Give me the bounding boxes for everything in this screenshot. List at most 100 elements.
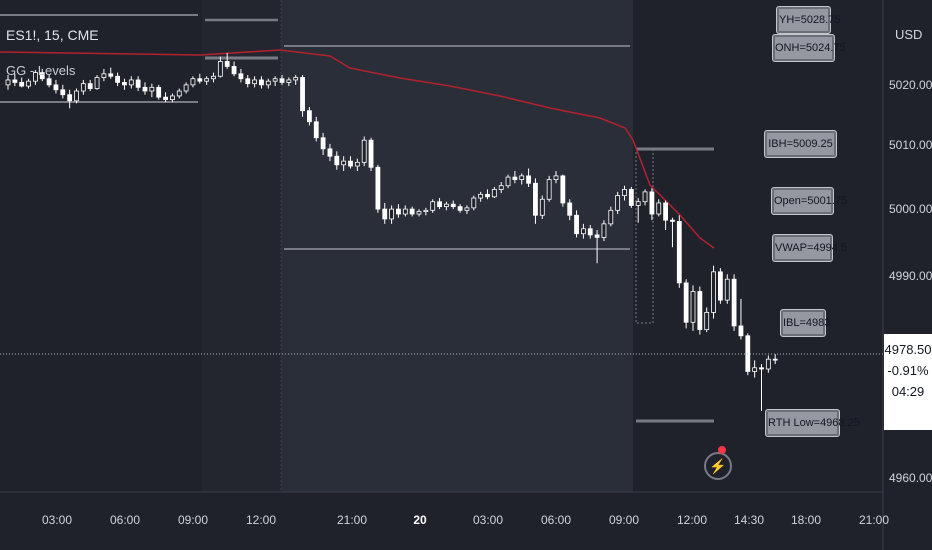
candle-body (190, 78, 196, 86)
level-label-rth-low[interactable]: RTH Low=4968.25 (765, 409, 860, 437)
candle-body (752, 367, 758, 372)
candle-body (416, 211, 422, 215)
candle-body (348, 160, 353, 167)
candle-body (156, 86, 162, 98)
candle-body (608, 209, 614, 225)
candle-body (533, 182, 538, 216)
candle-body (724, 278, 730, 301)
candle-body (142, 86, 148, 92)
candle-body (683, 282, 689, 323)
candle-body (663, 202, 668, 221)
candle-body (46, 78, 52, 86)
candle-body (574, 214, 579, 235)
currency-label[interactable]: USD (895, 27, 923, 42)
level-label-open[interactable]: Open=5001.75 (771, 187, 847, 215)
candle-body (615, 195, 621, 211)
candle-body (19, 82, 25, 87)
candle-body (697, 291, 703, 331)
candle-body (505, 176, 511, 187)
time-tick: 21:00 (858, 513, 890, 527)
vwap-line (0, 49, 715, 249)
candle-body (526, 175, 531, 184)
candle-body (149, 86, 155, 92)
candle-body (402, 208, 408, 215)
candle-body (313, 121, 319, 139)
candle-body (74, 90, 79, 102)
candle-body (39, 72, 45, 80)
time-tick: 06:00 (540, 513, 572, 527)
current-price-badge: 4978.50 -0.91% 04:29 (884, 334, 932, 430)
candle-body (327, 148, 333, 157)
price-tick: 5020.00 (889, 78, 932, 92)
candle-body (464, 207, 470, 211)
candle-body (128, 79, 134, 86)
level-label-onh[interactable]: ONH=5024.75 (772, 34, 846, 62)
lightning-bolt-icon[interactable]: ⚡ (704, 452, 732, 480)
time-tick: 12:00 (676, 513, 708, 527)
candle-body (135, 79, 141, 88)
candle-body (553, 175, 559, 180)
candle-body (94, 77, 100, 89)
candle-body (361, 139, 367, 163)
level-label-ibl[interactable]: IBL=4983 (780, 309, 830, 337)
candle-body (122, 82, 127, 86)
candle-body (231, 66, 237, 75)
candle-body (635, 201, 641, 206)
candle-body (437, 201, 442, 208)
candle-body (443, 203, 449, 208)
candle-body (690, 291, 696, 323)
candle-body (457, 206, 463, 211)
time-tick: 14:30 (733, 513, 765, 527)
candle-body (204, 78, 210, 82)
candle-body (656, 202, 662, 215)
candle-body (300, 77, 305, 112)
level-label-vwap[interactable]: VWAP=4994.5 (772, 234, 847, 262)
candle-body (375, 166, 381, 210)
candle-body (765, 358, 771, 370)
level-lines (0, 14, 714, 423)
candle-body (478, 193, 484, 199)
candle-body (670, 219, 675, 222)
candle-body (560, 175, 566, 204)
candle-body (286, 79, 292, 83)
candle-body (272, 78, 278, 82)
candle-body (731, 278, 737, 327)
candle-body (546, 179, 552, 200)
candle-body (491, 189, 497, 198)
candle-body (306, 110, 312, 123)
bar-countdown: 04:29 (891, 384, 925, 399)
level-label-ibh[interactable]: IBH=5009.25 (764, 130, 837, 158)
candle-body (519, 175, 525, 180)
candle-body (622, 189, 627, 196)
candle-body (738, 325, 744, 337)
time-tick: 18:00 (790, 513, 822, 527)
candle-body (5, 79, 11, 86)
candle-body (108, 73, 114, 77)
candle-body (594, 234, 600, 238)
candle-body (642, 191, 648, 203)
candles (5, 52, 778, 411)
candle-body (409, 208, 415, 215)
current-price: 4978.50 (884, 342, 932, 357)
candle-body (163, 96, 168, 101)
symbol-title[interactable]: ES1!, 15, CME (6, 27, 99, 43)
level-label-yh[interactable]: YH=5028.75 (776, 6, 840, 34)
candle-body (539, 198, 545, 216)
candle-body (354, 161, 360, 167)
candle-body (224, 61, 230, 67)
candle-body (211, 75, 216, 80)
price-tick: 4990.00 (889, 269, 932, 283)
candle-body (485, 193, 490, 198)
time-tick: 09:00 (608, 513, 640, 527)
candle-body (238, 73, 244, 80)
time-tick: 06:00 (109, 513, 141, 527)
candle-body (718, 271, 723, 301)
candle-body (197, 78, 203, 82)
candle-body (87, 83, 93, 89)
indicator-title[interactable]: GG - Levels (6, 63, 76, 78)
time-tick: 03:00 (41, 513, 73, 527)
rth-area (633, 0, 883, 492)
candle-body (80, 83, 86, 92)
candle-body (471, 197, 477, 209)
